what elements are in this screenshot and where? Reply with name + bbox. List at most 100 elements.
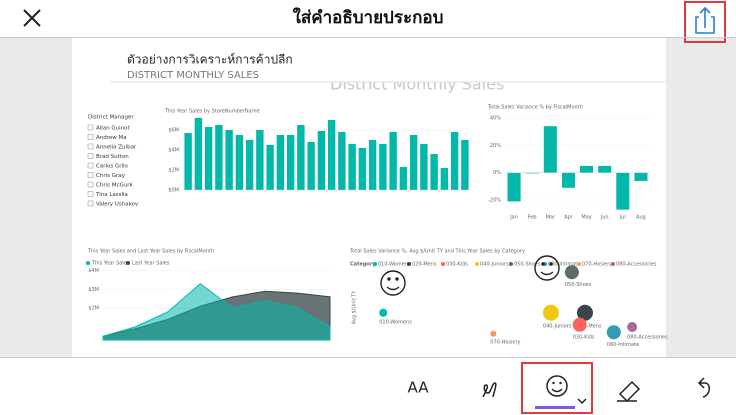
point-label: 070-Hosiery (490, 339, 520, 345)
point[interactable] (542, 304, 559, 321)
y-tick-label: $4M (168, 148, 179, 154)
chart-title: Total Sales Variance % by FiscalMonth (487, 105, 583, 111)
y-tick-label: $6M (168, 128, 179, 134)
bar (461, 140, 469, 190)
point[interactable] (564, 265, 579, 280)
bar (225, 130, 233, 190)
legend-label: 010-Womens (378, 262, 411, 268)
checkbox[interactable] (87, 153, 94, 159)
filter-item: Andrew Ma (96, 135, 127, 141)
header-title: ใส่คำอธิบายประกอบ (293, 7, 444, 28)
bar (358, 148, 367, 190)
legend-label: 050-Shoes (514, 262, 541, 268)
filter-item: Brad Sutton (96, 154, 129, 160)
legend-label: 040-Juniors (480, 262, 509, 268)
bar (561, 172, 575, 188)
checkbox[interactable] (87, 162, 94, 169)
bar (580, 165, 594, 173)
filter-item: Carlos Grilo (96, 164, 129, 170)
bar (430, 154, 438, 190)
bar (307, 142, 315, 190)
point[interactable] (627, 322, 638, 332)
bar (338, 132, 346, 190)
chart-title: Total Sales Variance %, Avg $/Unit TY an… (349, 249, 525, 255)
checkbox[interactable] (87, 134, 94, 140)
emoji-tool[interactable] (521, 362, 593, 414)
x-tick-label: Feb (528, 215, 537, 221)
smiley-annotation (534, 255, 560, 281)
bar (525, 172, 539, 174)
bar (348, 144, 356, 190)
bar (543, 126, 557, 173)
y-tick-label: 40% (490, 116, 501, 122)
report-header-bg (72, 38, 666, 82)
eraser-tool[interactable] (617, 380, 641, 403)
bar (297, 125, 305, 190)
bar (317, 131, 326, 190)
point[interactable] (572, 317, 587, 332)
bar (409, 135, 418, 190)
checkbox[interactable] (87, 124, 94, 131)
chart-title: This Year Sales by StoreNumberName (164, 109, 260, 115)
legend-marker (86, 261, 90, 265)
point-label: 050-Shoes (565, 282, 592, 288)
undo-button[interactable] (697, 377, 710, 398)
close-button[interactable] (23, 9, 41, 27)
bar (204, 127, 213, 190)
y-tick-label: -20% (488, 198, 501, 204)
x-tick-label: Mar (546, 215, 556, 221)
bar (245, 140, 254, 190)
filter-item: Tina Lassila (95, 192, 128, 198)
filter: Allan Guinot Andrew Ma Annelia Zulbar Brad … (87, 124, 139, 208)
legend-marker (126, 261, 130, 265)
legend-marker (441, 262, 445, 266)
bar (507, 172, 521, 202)
bar (379, 144, 387, 190)
bar (286, 135, 295, 190)
legend-label: Last Year Sales (132, 261, 170, 267)
checkbox[interactable] (87, 200, 94, 207)
area (102, 283, 331, 341)
point[interactable] (490, 330, 497, 337)
bar (634, 172, 648, 181)
legend-marker (509, 262, 513, 266)
pen-tool[interactable] (482, 382, 497, 398)
y-tick-label: $2M (88, 306, 99, 312)
legend-marker (407, 262, 411, 266)
bar (327, 120, 336, 190)
share-button[interactable] (684, 1, 726, 43)
smiley-annotation (380, 270, 406, 296)
y-tick-label: 20% (490, 143, 501, 149)
point[interactable] (576, 304, 593, 321)
filter-item: Chris Gray (96, 173, 126, 179)
checkbox[interactable] (87, 172, 94, 178)
y-tick-label: $2M (168, 168, 179, 174)
legend-label: 080-Accessories (616, 262, 657, 268)
filter-item: Annelia Zulbar (96, 145, 137, 151)
checkbox[interactable] (87, 181, 94, 188)
point-label: 010-Womens (379, 319, 412, 325)
y-tick-label: $4M (88, 268, 99, 274)
point[interactable] (379, 308, 388, 317)
chart-title: This Year Sales and Last Year Sales by F… (87, 249, 214, 255)
point-label: 060-Intimate (607, 342, 639, 348)
point[interactable] (606, 325, 621, 340)
bar (616, 172, 630, 210)
legend-label: This Year Sales (91, 261, 130, 267)
checkbox[interactable] (87, 143, 94, 150)
legend-label: 020-Mens (412, 262, 437, 268)
legend-label: 070-Hosiery (582, 262, 612, 268)
bar (276, 135, 285, 190)
legend-title: Category (350, 262, 376, 268)
y-tick-label: $0M (168, 188, 179, 194)
bar (235, 135, 244, 190)
checkbox[interactable] (87, 191, 94, 197)
y-tick-label: 0% (493, 170, 501, 176)
bar (420, 144, 428, 190)
text-tool[interactable]: AA (408, 379, 430, 397)
x-tick-label: Jan (509, 215, 518, 221)
legend-marker (611, 262, 615, 266)
legend-marker (373, 262, 377, 266)
legend-label: 060-Intimate (548, 262, 580, 268)
